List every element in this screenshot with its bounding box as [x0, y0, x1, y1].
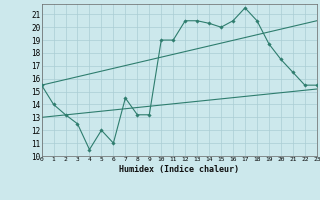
X-axis label: Humidex (Indice chaleur): Humidex (Indice chaleur) [119, 165, 239, 174]
